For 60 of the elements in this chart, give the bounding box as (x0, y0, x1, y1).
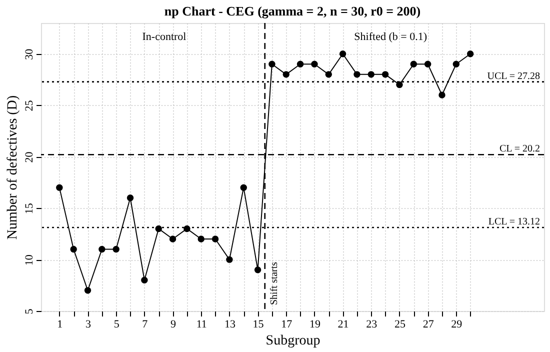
ref-line-label: Shift starts (268, 262, 280, 305)
y-tick-label: 20 (24, 151, 36, 163)
point (382, 71, 389, 78)
point (141, 276, 148, 284)
point (56, 184, 63, 191)
point (198, 236, 204, 242)
point (212, 236, 219, 242)
x-tick-label: 29 (451, 318, 463, 330)
point (155, 225, 162, 232)
point (438, 92, 446, 98)
x-tick-label: 27 (422, 318, 434, 330)
point (452, 60, 460, 68)
ref-line-label: UCL = 27.28 (487, 70, 540, 82)
x-axis-title: Subgroup (266, 334, 320, 348)
point (126, 194, 134, 202)
annotation: In-control (142, 31, 186, 43)
x-tick-label: 25 (394, 318, 406, 330)
point (240, 184, 247, 191)
point (368, 71, 374, 78)
x-tick-label: 19 (309, 318, 321, 330)
point (396, 81, 403, 88)
point (311, 60, 318, 68)
y-tick-label: 15 (24, 202, 36, 214)
x-tick-label: 13 (224, 318, 236, 330)
point (410, 60, 417, 68)
point (466, 50, 474, 58)
x-tick-label: 17 (281, 318, 293, 330)
x-tick-label: 23 (366, 318, 378, 330)
x-tick-label: 5 (114, 318, 120, 330)
point (282, 71, 290, 78)
y-tick-label: 25 (24, 100, 36, 112)
point (84, 287, 92, 294)
y-axis-title: Number of defectives (D) (6, 95, 20, 240)
y-tick-label: 5 (24, 308, 36, 314)
y-tick-label: 30 (24, 48, 36, 60)
annotation: Shifted (b = 0.1) (354, 31, 428, 43)
point (169, 236, 176, 242)
point (70, 246, 77, 253)
ref-line-label: CL = 20.2 (499, 144, 540, 155)
point (354, 71, 360, 78)
point (112, 246, 120, 253)
y-tick-label: 10 (24, 254, 36, 266)
point (98, 246, 106, 253)
point (254, 266, 262, 274)
x-tick-label: 1 (57, 318, 63, 330)
point (339, 50, 346, 58)
point (268, 60, 276, 68)
x-tick-label: 15 (252, 318, 264, 330)
point (424, 60, 432, 68)
x-tick-label: 11 (196, 318, 207, 330)
ref-line-label: LCL = 13.12 (488, 216, 540, 228)
point (296, 60, 304, 68)
chart-title: np Chart - CEG (gamma = 2, n = 30, r0 = 200) (164, 3, 421, 18)
x-tick-label: 3 (86, 318, 92, 330)
point (325, 71, 332, 78)
point (226, 256, 233, 263)
point (184, 225, 190, 232)
x-tick-label: 21 (338, 318, 349, 330)
x-tick-label: 7 (142, 318, 148, 330)
x-tick-label: 9 (170, 318, 177, 330)
